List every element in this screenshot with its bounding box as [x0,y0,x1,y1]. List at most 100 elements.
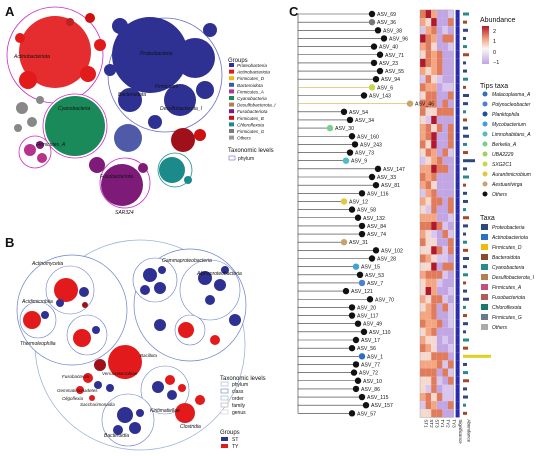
heatmap-cell [425,140,432,149]
taxa-swatch [481,314,488,320]
c-abundance-title: Abundance [480,17,516,24]
heatmap-cell [420,327,426,336]
b-st-circle [106,384,114,392]
heatmap-cell [420,26,426,35]
heatmap-cell [431,181,437,190]
taxa-swatch [481,304,488,310]
heatmap-cell [420,254,426,263]
heatmap-cell [431,384,437,393]
b-ty-circle [210,335,220,345]
a-legend-swatch [229,122,234,127]
heatmap-cell [436,156,443,165]
abundance-bar [463,85,466,89]
heatmap-cell [420,295,426,304]
heatmap-cell [436,368,443,377]
heatmap-cell [436,91,443,100]
heatmap-cell [442,197,448,206]
abundance-tick: 0 [493,50,496,56]
asv-label: ASV_58 [357,208,376,214]
b-big-ty-circle [108,345,142,379]
b-st-circle [117,407,133,423]
heatmap-cell [442,148,448,157]
significance-cell [455,99,460,108]
tips-label: Planktophila [492,112,519,118]
heatmap-cell [431,205,437,214]
heatmap-cell [436,115,443,125]
significance-cell [455,91,460,100]
tree-tip-node [342,287,350,295]
heatmap-cell [448,262,454,271]
a-level-label: phylum [238,156,254,162]
heatmap-cell [431,99,437,108]
heatmap-cell [420,75,426,84]
a-legend-swatch [229,102,234,107]
a-legend-swatch [229,96,234,100]
asv-label: ASV_33 [377,175,396,181]
heatmap-cell [425,197,432,206]
tree-tip-node [326,124,334,132]
heatmap-cell [448,156,454,165]
b-level-label: family [232,403,246,409]
b-st-circle [229,314,241,326]
proteo-circle [164,84,196,116]
asv-label: ASV_6 [377,85,393,91]
a-legend-label: Others [237,136,251,141]
heatmap-cell [431,327,437,336]
heatmap-cell [448,368,454,377]
significance-cell [455,319,460,328]
panel-c-tree-heatmap: ASV_69ASV_36ASV_38ASV_96ASV_40ASV_71ASV_… [297,9,535,444]
tips-swatch [482,161,488,167]
heatmap-cell [448,409,454,418]
firmicutes-a-circle [24,144,36,156]
firmicutes-a-circle [36,141,44,149]
asv-label: ASV_17 [361,338,380,344]
tree-tip-node [368,10,376,18]
asv-label: ASV_96 [389,36,408,42]
b-label: Gammaproteobacteria [162,258,212,264]
asv-label: ASV_160 [357,134,379,140]
heatmap-cell [420,360,426,369]
b-st-circle [221,266,229,274]
heatmap-cell [442,327,448,336]
heatmap-cell [420,392,426,402]
heatmap-cell [442,295,448,304]
significance-cell [455,254,460,263]
significance-cell [455,246,460,255]
heatmap-cell [442,213,448,222]
heatmap-cell [431,189,437,198]
fuso-circle [101,164,143,206]
taxa-swatch [481,284,488,290]
heatmap-cell [425,376,432,385]
heatmap-cell [420,91,426,100]
heatmap-cell [436,42,443,51]
abundance-bar [463,240,467,244]
abundance-bar [463,77,468,81]
heatmap-cell [448,197,454,206]
heatmap-cell [425,99,432,108]
heatmap-cell [442,221,448,230]
significance-cell [455,115,460,125]
heatmap-x-label: TY3 [451,419,456,428]
b-label: Alphaproteobacteria [196,271,242,277]
b-st-circle [41,311,49,319]
b-st-circle [205,295,215,305]
a-legend-title: Groups [228,58,248,64]
asv-label: ASV_20 [357,305,376,311]
abundance-bar [463,118,467,122]
actino-big-circle [19,16,91,88]
b-st-circle [79,287,89,297]
heatmap-cell [442,75,448,84]
a-legend-swatch [229,69,234,74]
b-label: Fusobacteriia [62,374,90,379]
heatmap-cell [436,197,443,206]
taxa-label: Others [492,325,508,331]
a-legend-label: Cyanobacteria [237,96,267,101]
significance-cell [455,344,460,353]
heatmap-cell [431,278,437,288]
proteo-circle [175,38,215,78]
significance-cell [455,327,460,336]
heatmap-cell [420,229,426,239]
heatmap-cell [425,34,432,43]
heatmap-cell [442,172,448,182]
